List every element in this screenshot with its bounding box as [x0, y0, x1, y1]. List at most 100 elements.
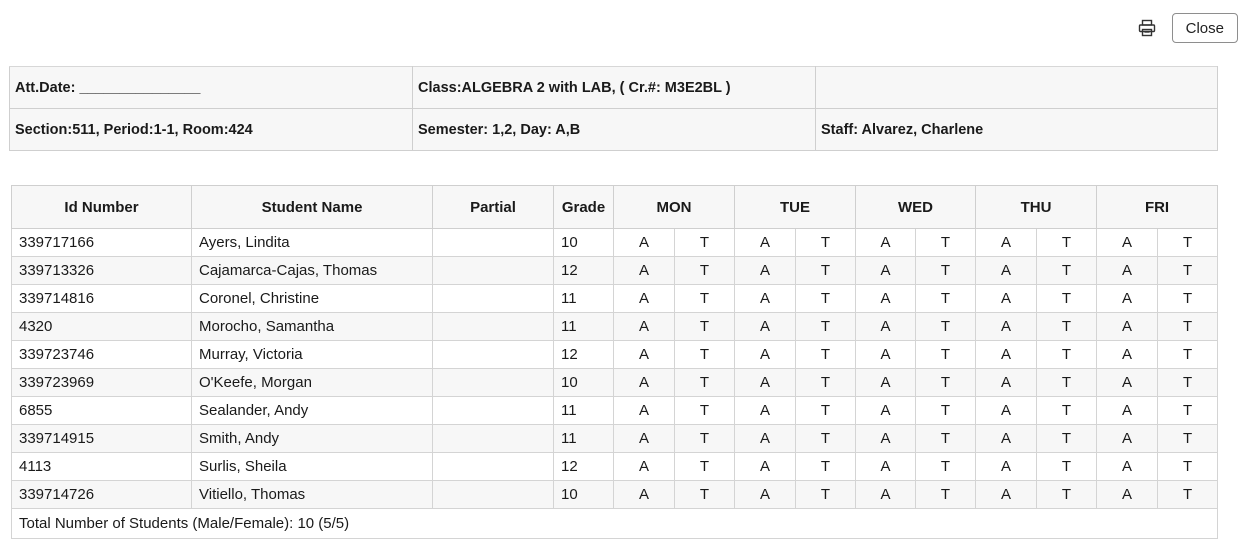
fri-absent-mark[interactable]: A [1096, 228, 1159, 257]
thu-tardy-mark[interactable]: T [1035, 340, 1098, 369]
tue-tardy-mark[interactable]: T [795, 452, 856, 481]
wed-tardy-mark[interactable]: T [915, 228, 976, 257]
close-button[interactable]: Close [1171, 13, 1238, 43]
fri-tardy-mark[interactable]: T [1157, 340, 1219, 369]
tue-absent-mark[interactable]: A [734, 284, 796, 313]
tue-tardy-mark[interactable]: T [795, 340, 856, 369]
tue-tardy-mark[interactable]: T [795, 480, 856, 509]
printer-icon[interactable] [1136, 17, 1158, 39]
thu-absent-mark[interactable]: A [975, 312, 1037, 341]
tue-tardy-mark[interactable]: T [795, 284, 856, 313]
fri-tardy-mark[interactable]: T [1157, 284, 1219, 313]
fri-absent-mark[interactable]: A [1096, 396, 1159, 425]
wed-tardy-mark[interactable]: T [915, 368, 976, 397]
mon-absent-mark[interactable]: A [613, 228, 675, 257]
fri-absent-mark[interactable]: A [1096, 312, 1159, 341]
mon-tardy-mark[interactable]: T [674, 312, 735, 341]
mon-tardy-mark[interactable]: T [674, 396, 735, 425]
fri-absent-mark[interactable]: A [1096, 340, 1159, 369]
thu-absent-mark[interactable]: A [975, 340, 1037, 369]
wed-absent-mark[interactable]: A [855, 368, 916, 397]
thu-tardy-mark[interactable]: T [1035, 228, 1098, 257]
tue-tardy-mark[interactable]: T [795, 256, 856, 285]
thu-absent-mark[interactable]: A [975, 396, 1037, 425]
tue-tardy-mark[interactable]: T [795, 312, 856, 341]
wed-tardy-mark[interactable]: T [915, 424, 976, 453]
tue-tardy-mark[interactable]: T [795, 368, 856, 397]
wed-tardy-mark[interactable]: T [915, 396, 976, 425]
fri-tardy-mark[interactable]: T [1157, 256, 1219, 285]
tue-absent-mark[interactable]: A [734, 312, 796, 341]
fri-absent-mark[interactable]: A [1096, 480, 1159, 509]
mon-absent-mark[interactable]: A [613, 396, 675, 425]
wed-absent-mark[interactable]: A [855, 480, 916, 509]
mon-tardy-mark[interactable]: T [674, 480, 735, 509]
tue-absent-mark[interactable]: A [734, 424, 796, 453]
thu-absent-mark[interactable]: A [975, 256, 1037, 285]
fri-tardy-mark[interactable]: T [1157, 228, 1219, 257]
wed-tardy-mark[interactable]: T [915, 480, 976, 509]
wed-absent-mark[interactable]: A [855, 312, 916, 341]
wed-tardy-mark[interactable]: T [915, 256, 976, 285]
tue-absent-mark[interactable]: A [734, 480, 796, 509]
mon-tardy-mark[interactable]: T [674, 340, 735, 369]
tue-tardy-mark[interactable]: T [795, 396, 856, 425]
fri-tardy-mark[interactable]: T [1157, 424, 1219, 453]
wed-absent-mark[interactable]: A [855, 424, 916, 453]
thu-tardy-mark[interactable]: T [1035, 368, 1098, 397]
wed-absent-mark[interactable]: A [855, 340, 916, 369]
wed-tardy-mark[interactable]: T [915, 312, 976, 341]
wed-absent-mark[interactable]: A [855, 452, 916, 481]
fri-tardy-mark[interactable]: T [1157, 480, 1219, 509]
tue-absent-mark[interactable]: A [734, 396, 796, 425]
tue-absent-mark[interactable]: A [734, 452, 796, 481]
tue-absent-mark[interactable]: A [734, 368, 796, 397]
thu-tardy-mark[interactable]: T [1035, 312, 1098, 341]
mon-tardy-mark[interactable]: T [674, 424, 735, 453]
mon-absent-mark[interactable]: A [613, 452, 675, 481]
thu-absent-mark[interactable]: A [975, 480, 1037, 509]
tue-absent-mark[interactable]: A [734, 228, 796, 257]
fri-tardy-mark[interactable]: T [1157, 312, 1219, 341]
thu-tardy-mark[interactable]: T [1035, 396, 1098, 425]
thu-tardy-mark[interactable]: T [1035, 424, 1098, 453]
thu-tardy-mark[interactable]: T [1035, 480, 1098, 509]
mon-tardy-mark[interactable]: T [674, 368, 735, 397]
mon-tardy-mark[interactable]: T [674, 228, 735, 257]
mon-absent-mark[interactable]: A [613, 480, 675, 509]
thu-tardy-mark[interactable]: T [1035, 256, 1098, 285]
mon-absent-mark[interactable]: A [613, 284, 675, 313]
mon-absent-mark[interactable]: A [613, 256, 675, 285]
fri-tardy-mark[interactable]: T [1157, 452, 1219, 481]
wed-tardy-mark[interactable]: T [915, 452, 976, 481]
mon-absent-mark[interactable]: A [613, 340, 675, 369]
tue-tardy-mark[interactable]: T [795, 424, 856, 453]
thu-tardy-mark[interactable]: T [1035, 284, 1098, 313]
wed-tardy-mark[interactable]: T [915, 284, 976, 313]
thu-absent-mark[interactable]: A [975, 284, 1037, 313]
tue-tardy-mark[interactable]: T [795, 228, 856, 257]
mon-tardy-mark[interactable]: T [674, 452, 735, 481]
wed-absent-mark[interactable]: A [855, 228, 916, 257]
mon-absent-mark[interactable]: A [613, 368, 675, 397]
thu-absent-mark[interactable]: A [975, 452, 1037, 481]
mon-absent-mark[interactable]: A [613, 312, 675, 341]
mon-tardy-mark[interactable]: T [674, 284, 735, 313]
thu-absent-mark[interactable]: A [975, 424, 1037, 453]
fri-tardy-mark[interactable]: T [1157, 368, 1219, 397]
thu-absent-mark[interactable]: A [975, 368, 1037, 397]
wed-absent-mark[interactable]: A [855, 256, 916, 285]
fri-absent-mark[interactable]: A [1096, 256, 1159, 285]
fri-absent-mark[interactable]: A [1096, 368, 1159, 397]
thu-absent-mark[interactable]: A [975, 228, 1037, 257]
tue-absent-mark[interactable]: A [734, 340, 796, 369]
fri-absent-mark[interactable]: A [1096, 424, 1159, 453]
wed-absent-mark[interactable]: A [855, 284, 916, 313]
thu-tardy-mark[interactable]: T [1035, 452, 1098, 481]
fri-absent-mark[interactable]: A [1096, 284, 1159, 313]
fri-tardy-mark[interactable]: T [1157, 396, 1219, 425]
mon-absent-mark[interactable]: A [613, 424, 675, 453]
fri-absent-mark[interactable]: A [1096, 452, 1159, 481]
tue-absent-mark[interactable]: A [734, 256, 796, 285]
mon-tardy-mark[interactable]: T [674, 256, 735, 285]
